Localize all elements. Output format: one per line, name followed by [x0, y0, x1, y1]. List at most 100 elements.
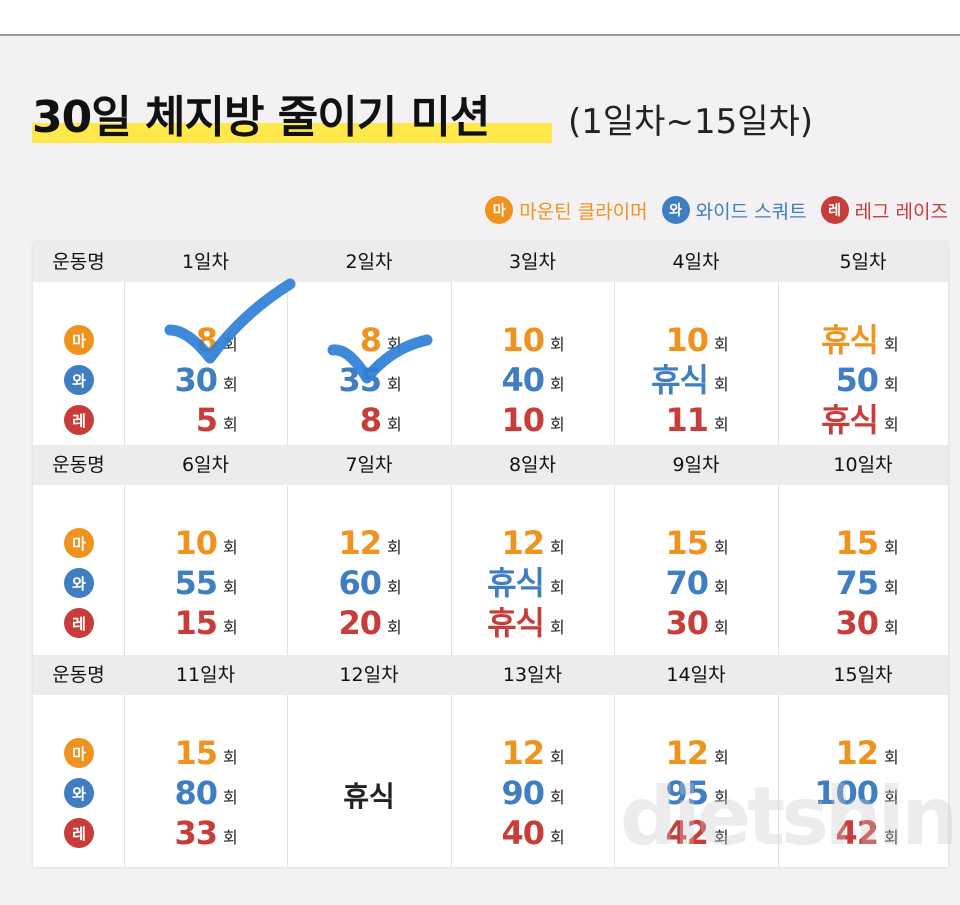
- rep-entry: 휴식 회: [487, 603, 568, 643]
- rep-unit: 회: [714, 618, 729, 637]
- rep-count: 30: [665, 604, 709, 642]
- rep-count: 12: [501, 524, 545, 562]
- day-cell: 10 회 휴식 회 11 회: [614, 282, 778, 445]
- rest-day-label: 휴식: [343, 780, 395, 813]
- rep-entry: 100 회: [814, 773, 902, 813]
- day-header: 4일차: [672, 251, 720, 273]
- day-cell: 12 회 100 회 42 회: [778, 695, 948, 867]
- rep-unit: 회: [884, 375, 899, 394]
- rep-entry: 12 회: [665, 733, 732, 773]
- rep-unit: 회: [223, 748, 238, 767]
- day-header: 8일차: [508, 454, 557, 476]
- rep-count: 55: [174, 564, 218, 602]
- rep-entry: 30 회: [174, 360, 241, 400]
- day-values-row: 마 와 레 8 회 30 회 5 회 8 회 35 회 8 회 10 회 40 회 10 회 10 회 휴식 회 11 회 휴식 회 50…: [33, 278, 948, 445]
- rep-entry: 20 회: [338, 603, 405, 643]
- day-header: 13일차: [502, 664, 563, 686]
- day-header: 6일차: [181, 454, 230, 476]
- day-cell: 10 회 55 회 15 회: [124, 485, 287, 655]
- day-header-row: 운동명 1일차 2일차 3일차 4일차 5일차: [33, 242, 948, 282]
- rep-count: 8: [195, 321, 218, 359]
- day-header: 3일차: [508, 251, 557, 273]
- rep-count: 휴식: [821, 321, 879, 359]
- rep-count: 80: [174, 774, 218, 812]
- rep-entry: 10 회: [501, 400, 568, 440]
- exercise-name-header: 운동명: [52, 664, 105, 686]
- rep-unit: 회: [223, 828, 238, 847]
- rep-unit: 회: [387, 375, 402, 394]
- rep-count: 35: [338, 361, 382, 399]
- rep-unit: 회: [223, 375, 238, 394]
- day-header: 12일차: [339, 664, 399, 686]
- rep-entry: 15 회: [665, 523, 732, 563]
- rep-entry: 40 회: [501, 813, 568, 853]
- day-cell: 12 회 90 회 40 회: [451, 695, 614, 867]
- day-header: 14일차: [666, 664, 726, 686]
- rep-count: 8: [359, 401, 382, 439]
- rep-count: 40: [501, 361, 545, 399]
- rep-unit: 회: [884, 748, 899, 767]
- rep-count: 30: [835, 604, 879, 642]
- rep-entry: 11 회: [665, 400, 732, 440]
- rep-count: 10: [174, 524, 218, 562]
- rep-count: 12: [338, 524, 382, 562]
- mountain-climber-badge: 마: [64, 738, 94, 768]
- rep-entry: 12 회: [501, 733, 568, 773]
- mountain-climber-badge: 마: [64, 528, 94, 558]
- leg-raise-badge: 레: [64, 405, 94, 435]
- rep-entry: 55 회: [174, 563, 241, 603]
- rep-unit: 회: [223, 578, 238, 597]
- rep-entry: 40 회: [501, 360, 568, 400]
- rep-unit: 회: [387, 415, 402, 434]
- rep-unit: 회: [223, 788, 238, 807]
- rep-entry: 75 회: [835, 563, 902, 603]
- mountain-climber-badge: 마: [64, 325, 94, 355]
- day-cell: 8 회 35 회 8 회: [287, 282, 451, 445]
- rep-entry: 10 회: [174, 523, 241, 563]
- rep-unit: 회: [550, 618, 565, 637]
- rep-entry: 10 회: [665, 320, 732, 360]
- rep-unit: 회: [223, 335, 238, 354]
- day-header: 5일차: [839, 251, 887, 273]
- rep-count: 90: [501, 774, 545, 812]
- rep-count: 10: [501, 321, 545, 359]
- rep-count: 50: [835, 361, 879, 399]
- rep-unit: 회: [550, 788, 565, 807]
- day-cell: 휴식: [287, 695, 451, 867]
- rep-count: 40: [501, 814, 545, 852]
- rep-count: 10: [501, 401, 545, 439]
- rep-unit: 회: [550, 415, 565, 434]
- rep-count: 12: [665, 734, 709, 772]
- wide-squat-badge: 와: [64, 778, 94, 808]
- rep-unit: 회: [884, 335, 899, 354]
- rep-count: 75: [835, 564, 879, 602]
- rep-unit: 회: [550, 538, 565, 557]
- day-header: 9일차: [672, 454, 720, 476]
- rep-unit: 회: [714, 578, 729, 597]
- legend-label: 와이드 스쿼트: [695, 200, 807, 223]
- page-title: 30일 체지방 줄이기 미션: [32, 92, 491, 143]
- legend-item-wide-squat: 와 와이드 스쿼트: [661, 196, 807, 224]
- rep-entry: 10 회: [501, 320, 568, 360]
- day-header-row: 운동명 11일차 12일차 13일차 14일차 15일차: [33, 655, 948, 695]
- rep-unit: 회: [884, 788, 899, 807]
- rep-unit: 회: [223, 415, 238, 434]
- rep-unit: 회: [884, 538, 899, 557]
- legend-item-mountain-climber: 마 마운틴 클라이머: [485, 196, 648, 224]
- rep-count: 20: [338, 604, 382, 642]
- rep-entry: 12 회: [501, 523, 568, 563]
- rep-entry: 12 회: [338, 523, 405, 563]
- rep-count: 100: [814, 774, 879, 812]
- column-divider: [287, 242, 288, 867]
- rep-unit: 회: [884, 415, 899, 434]
- rep-entry: 30 회: [665, 603, 732, 643]
- wide-squat-badge: 와: [661, 196, 690, 224]
- column-divider: [451, 242, 452, 867]
- rep-count: 60: [338, 564, 382, 602]
- rep-entry: 12 회: [835, 733, 902, 773]
- rep-unit: 회: [387, 538, 402, 557]
- rep-count: 휴식: [651, 361, 709, 399]
- rep-entry: 휴식 회: [821, 400, 902, 440]
